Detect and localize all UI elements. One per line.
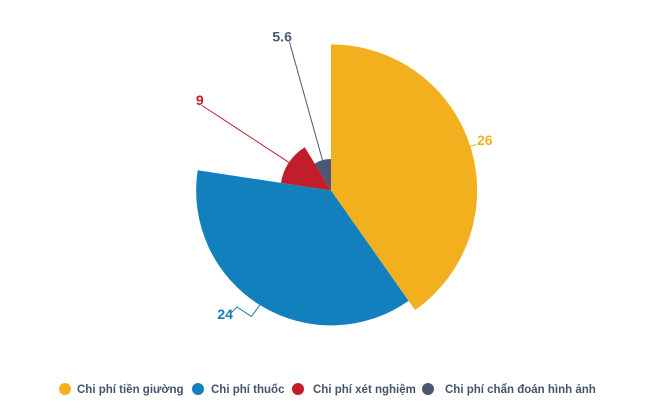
svg-text:Chi phí tiền giường: Chi phí tiền giường	[77, 384, 184, 396]
svg-text:5.6: 5.6	[272, 29, 292, 45]
svg-text:Chi phí xét nghiệm: Chi phí xét nghiệm	[313, 384, 416, 396]
svg-text:26: 26	[477, 132, 493, 148]
svg-text:9: 9	[196, 92, 204, 108]
svg-text:Chi phí chẩn đoán hình ảnh: Chi phí chẩn đoán hình ảnh	[445, 384, 596, 396]
svg-text:24: 24	[217, 306, 233, 322]
svg-text:Chi phí thuốc: Chi phí thuốc	[211, 384, 285, 396]
